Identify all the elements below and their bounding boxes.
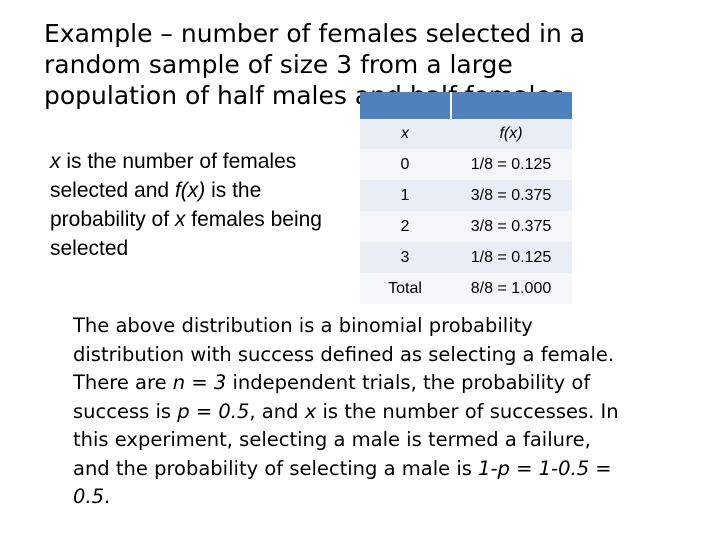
definition-text-3: females being selected: [50, 208, 322, 260]
explanation-paragraph: The above distribution is a binomial pro…: [73, 312, 633, 512]
table-cell-fx: 3/8 = 0.375: [450, 180, 572, 211]
paragraph-text-4: is the number of successes. In this expe…: [73, 399, 619, 480]
column-header-x-label: x: [401, 125, 409, 142]
table-row: 1 3/8 = 0.375: [360, 180, 572, 211]
table-cell-total-value: 8/8 = 1.000: [450, 273, 572, 304]
table-cell-x: 3: [360, 242, 450, 273]
table-cell-fx: 1/8 = 0.125: [450, 149, 572, 180]
definition-text-2: is the probability of: [50, 179, 262, 231]
table-cell-x: 1: [360, 180, 450, 211]
table-total-row: Total 8/8 = 1.000: [360, 273, 572, 304]
header-bar-cell: [450, 92, 572, 119]
failure-expression: 1-p = 1-0.5 = 0.5: [73, 456, 612, 509]
table-row: 0 1/8 = 0.125: [360, 149, 572, 180]
table-header-row: x f(x): [360, 119, 572, 149]
header-bar-cell: [360, 92, 450, 119]
table-cell-x: 0: [360, 149, 450, 180]
table-cell-fx: 1/8 = 0.125: [450, 242, 572, 273]
distribution-table: x f(x) 0 1/8 = 0.125 1 3/8 = 0.375 2 3/8…: [360, 92, 572, 304]
fx-variable: f(x): [174, 179, 206, 202]
paragraph-text-2: independent trials, the probability of s…: [73, 371, 591, 423]
column-header-fx-label: f(x): [499, 125, 523, 142]
table-cell-x: 2: [360, 211, 450, 242]
column-header-fx: f(x): [450, 119, 572, 149]
table-header-bar: [360, 92, 572, 119]
paragraph-text-5: .: [104, 485, 111, 508]
table-row: 3 1/8 = 0.125: [360, 242, 572, 273]
column-header-x: x: [360, 119, 450, 149]
variable-definition: x is the number of females selected and …: [50, 147, 340, 263]
definition-text-1: is the number of females selected and: [50, 150, 297, 202]
table-cell-fx: 3/8 = 0.375: [450, 211, 572, 242]
paragraph-text-1: The above distribution is a binomial pro…: [73, 314, 615, 394]
table-row: 2 3/8 = 0.375: [360, 211, 572, 242]
paragraph-text-3: , and: [249, 399, 305, 423]
x-variable: x: [50, 150, 61, 173]
x-variable-paragraph: x: [304, 399, 317, 423]
p-expression: p = 0.5: [177, 399, 250, 423]
n-expression: n = 3: [172, 371, 227, 394]
table-cell-total-label: Total: [360, 273, 450, 304]
x-variable-2: x: [174, 208, 186, 231]
